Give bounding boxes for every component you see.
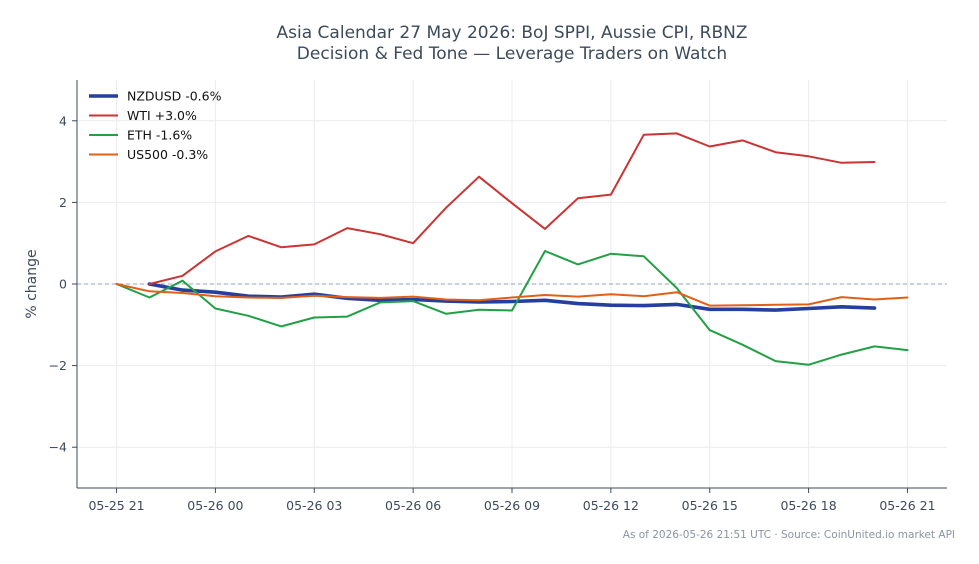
y-tick-label-2: 0 <box>59 277 67 292</box>
x-tick-label-6: 05-26 15 <box>682 498 738 513</box>
chart-title-line-1: Asia Calendar 27 May 2026: BoJ SPPI, Aus… <box>277 23 748 43</box>
y-tick-label-1: −2 <box>49 358 67 373</box>
y-tick-label-0: −4 <box>49 440 67 455</box>
series-line-3 <box>115 283 909 307</box>
footer-source: As of 2026-05-26 21:51 UTC · Source: Coi… <box>623 529 955 541</box>
y-axis-label: % change <box>24 249 40 318</box>
x-tick-label-7: 05-26 18 <box>780 498 836 513</box>
x-axis-ticks: 05-25 21 05-26 00 05-26 03 05-26 06 05-26 09… <box>88 488 936 513</box>
chart-title-line-2: Decision & Fed Tone — Leverage Traders o… <box>297 44 727 64</box>
x-tick-label-1: 05-26 00 <box>187 498 243 513</box>
legend-label-1: WTI +3.0% <box>127 108 197 123</box>
legend-label-0: NZDUSD -0.6% <box>127 89 222 104</box>
x-tick-label-3: 05-26 06 <box>385 498 441 513</box>
legend: NZDUSD -0.6% WTI +3.0% ETH -1.6% US500 -0.3… <box>89 89 222 162</box>
x-tick-label-5: 05-26 12 <box>583 498 639 513</box>
series-line-1 <box>148 132 876 285</box>
y-axis-ticks: −4 −2 0 2 4 <box>49 113 77 455</box>
y-tick-label-3: 2 <box>59 195 67 210</box>
x-tick-label-8: 05-26 21 <box>879 498 935 513</box>
series-lines <box>115 132 909 366</box>
legend-label-2: ETH -1.6% <box>127 128 192 143</box>
chart-title: Asia Calendar 27 May 2026: BoJ SPPI, Aus… <box>277 23 748 64</box>
series-line-2 <box>115 250 909 366</box>
x-tick-label-4: 05-26 09 <box>484 498 540 513</box>
y-tick-label-4: 4 <box>59 113 67 128</box>
x-tick-label-0: 05-25 21 <box>88 498 144 513</box>
legend-label-3: US500 -0.3% <box>127 147 208 162</box>
x-tick-label-2: 05-26 03 <box>286 498 342 513</box>
